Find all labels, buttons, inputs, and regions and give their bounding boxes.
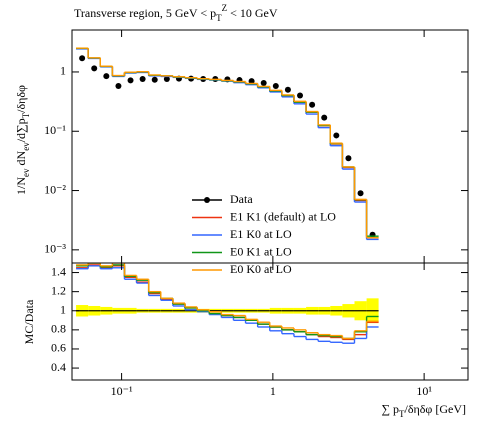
data-point <box>272 82 279 89</box>
y-tick-label: 0.6 <box>51 341 66 355</box>
legend-label: Data <box>230 192 253 206</box>
data-point <box>309 101 316 108</box>
data-point <box>284 86 291 93</box>
data-point <box>91 65 98 72</box>
y-tick-label: 10⁻² <box>44 182 66 196</box>
legend-label: E0 K0 at LO <box>230 262 292 276</box>
legend-key-marker <box>204 197 210 203</box>
y-axis-label: 1/Nev dNev/d∑pT/δηδφ <box>14 85 31 195</box>
legend-label: E1 K0 at LO <box>230 227 292 241</box>
axes: 10⁻¹ 1 10¹ 10⁻³ 10⁻² 10⁻¹ 1 0.4 0.6 0.8 1 1.2 1.4 <box>44 30 468 398</box>
legend: Data E1 K1 (default) at LO E1 K0 at LO E0 K… <box>192 192 336 276</box>
ratio-y-axis-label: MC/Data <box>22 299 36 344</box>
data-point <box>248 78 255 85</box>
y-tick-label: 1.4 <box>51 264 66 278</box>
y-tick-label: 0.4 <box>51 360 66 374</box>
data-point <box>321 114 328 121</box>
data-point <box>357 190 364 197</box>
data-point <box>260 80 267 87</box>
data-point <box>103 73 110 80</box>
legend-label: E0 K1 at LO <box>230 244 292 258</box>
main-plot-area <box>76 47 379 241</box>
y-tick-label: 10⁻¹ <box>44 123 66 137</box>
x-tick-label: 1 <box>270 384 276 398</box>
data-point <box>139 76 146 83</box>
data-point <box>333 132 340 139</box>
x-axis-label: ∑ pT/δηδφ [GeV] <box>381 402 466 419</box>
data-point <box>127 77 134 84</box>
y-tick-label: 0.8 <box>51 322 66 336</box>
y-tick-label: 1 <box>60 303 66 317</box>
y-tick-label: 1.2 <box>51 283 66 297</box>
x-tick-label: 10⁻¹ <box>111 384 133 398</box>
chart-title: Transverse region, 5 GeV < pTZ < 10 GeV <box>74 3 278 23</box>
x-tick-label: 10¹ <box>416 384 432 398</box>
data-point <box>79 55 86 62</box>
data-point <box>345 155 352 162</box>
data-point <box>151 76 158 83</box>
data-point <box>163 76 170 83</box>
y-tick-label: 1 <box>60 64 66 78</box>
ratio-plot-area <box>76 263 379 344</box>
data-point <box>297 92 304 99</box>
ratio-frame <box>71 262 469 381</box>
legend-label: E1 K1 (default) at LO <box>230 209 336 223</box>
y-tick-label: 10⁻³ <box>44 242 66 256</box>
data-point <box>115 82 122 89</box>
